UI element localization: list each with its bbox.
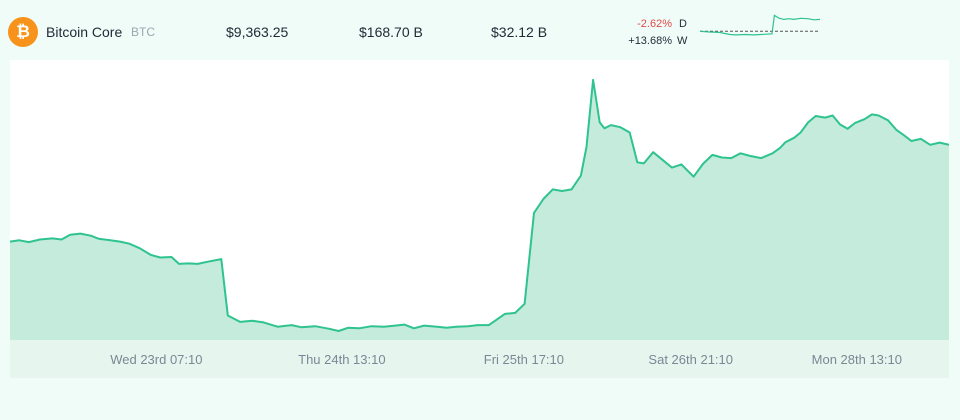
x-tick-label: Mon 28th 13:10 (812, 352, 902, 367)
day-change-value: -2.62% (637, 18, 672, 30)
x-tick-label: Sat 26th 21:10 (648, 352, 733, 367)
price-area-fill (10, 79, 949, 341)
x-axis-ticks: Wed 23rd 07:10 Thu 24th 13:10 Fri 25th 17:… (110, 352, 902, 367)
week-change-value: +13.68% (628, 35, 672, 47)
bitcoin-icon: ₿ (8, 17, 38, 47)
x-tick-label: Thu 24th 13:10 (298, 352, 385, 367)
day-change-label: D (679, 18, 687, 30)
coin-name[interactable]: Bitcoin Core (46, 24, 123, 40)
weekly-sparkline (700, 14, 820, 36)
price-chart[interactable]: Wed 23rd 07:10 Thu 24th 13:10 Fri 25th 17:… (9, 60, 950, 378)
price-line (9, 78, 950, 332)
volume-value: $32.12 B (491, 24, 548, 40)
price-value: $9,363.25 (226, 24, 289, 40)
x-tick-label: Wed 23rd 07:10 (110, 352, 202, 367)
sparkline-line (700, 14, 820, 36)
coin-symbol: BTC (131, 25, 155, 39)
coin-header-row[interactable]: ₿ Bitcoin Core BTC $9,363.25 $168.70 B $… (0, 0, 960, 60)
week-change-label: W (677, 35, 688, 47)
price-chart-svg[interactable]: Wed 23rd 07:10 Thu 24th 13:10 Fri 25th 17:… (9, 60, 950, 378)
x-axis-band (10, 340, 949, 378)
x-tick-label: Fri 25th 17:10 (484, 352, 564, 367)
market-cap-value: $168.70 B (359, 24, 423, 40)
